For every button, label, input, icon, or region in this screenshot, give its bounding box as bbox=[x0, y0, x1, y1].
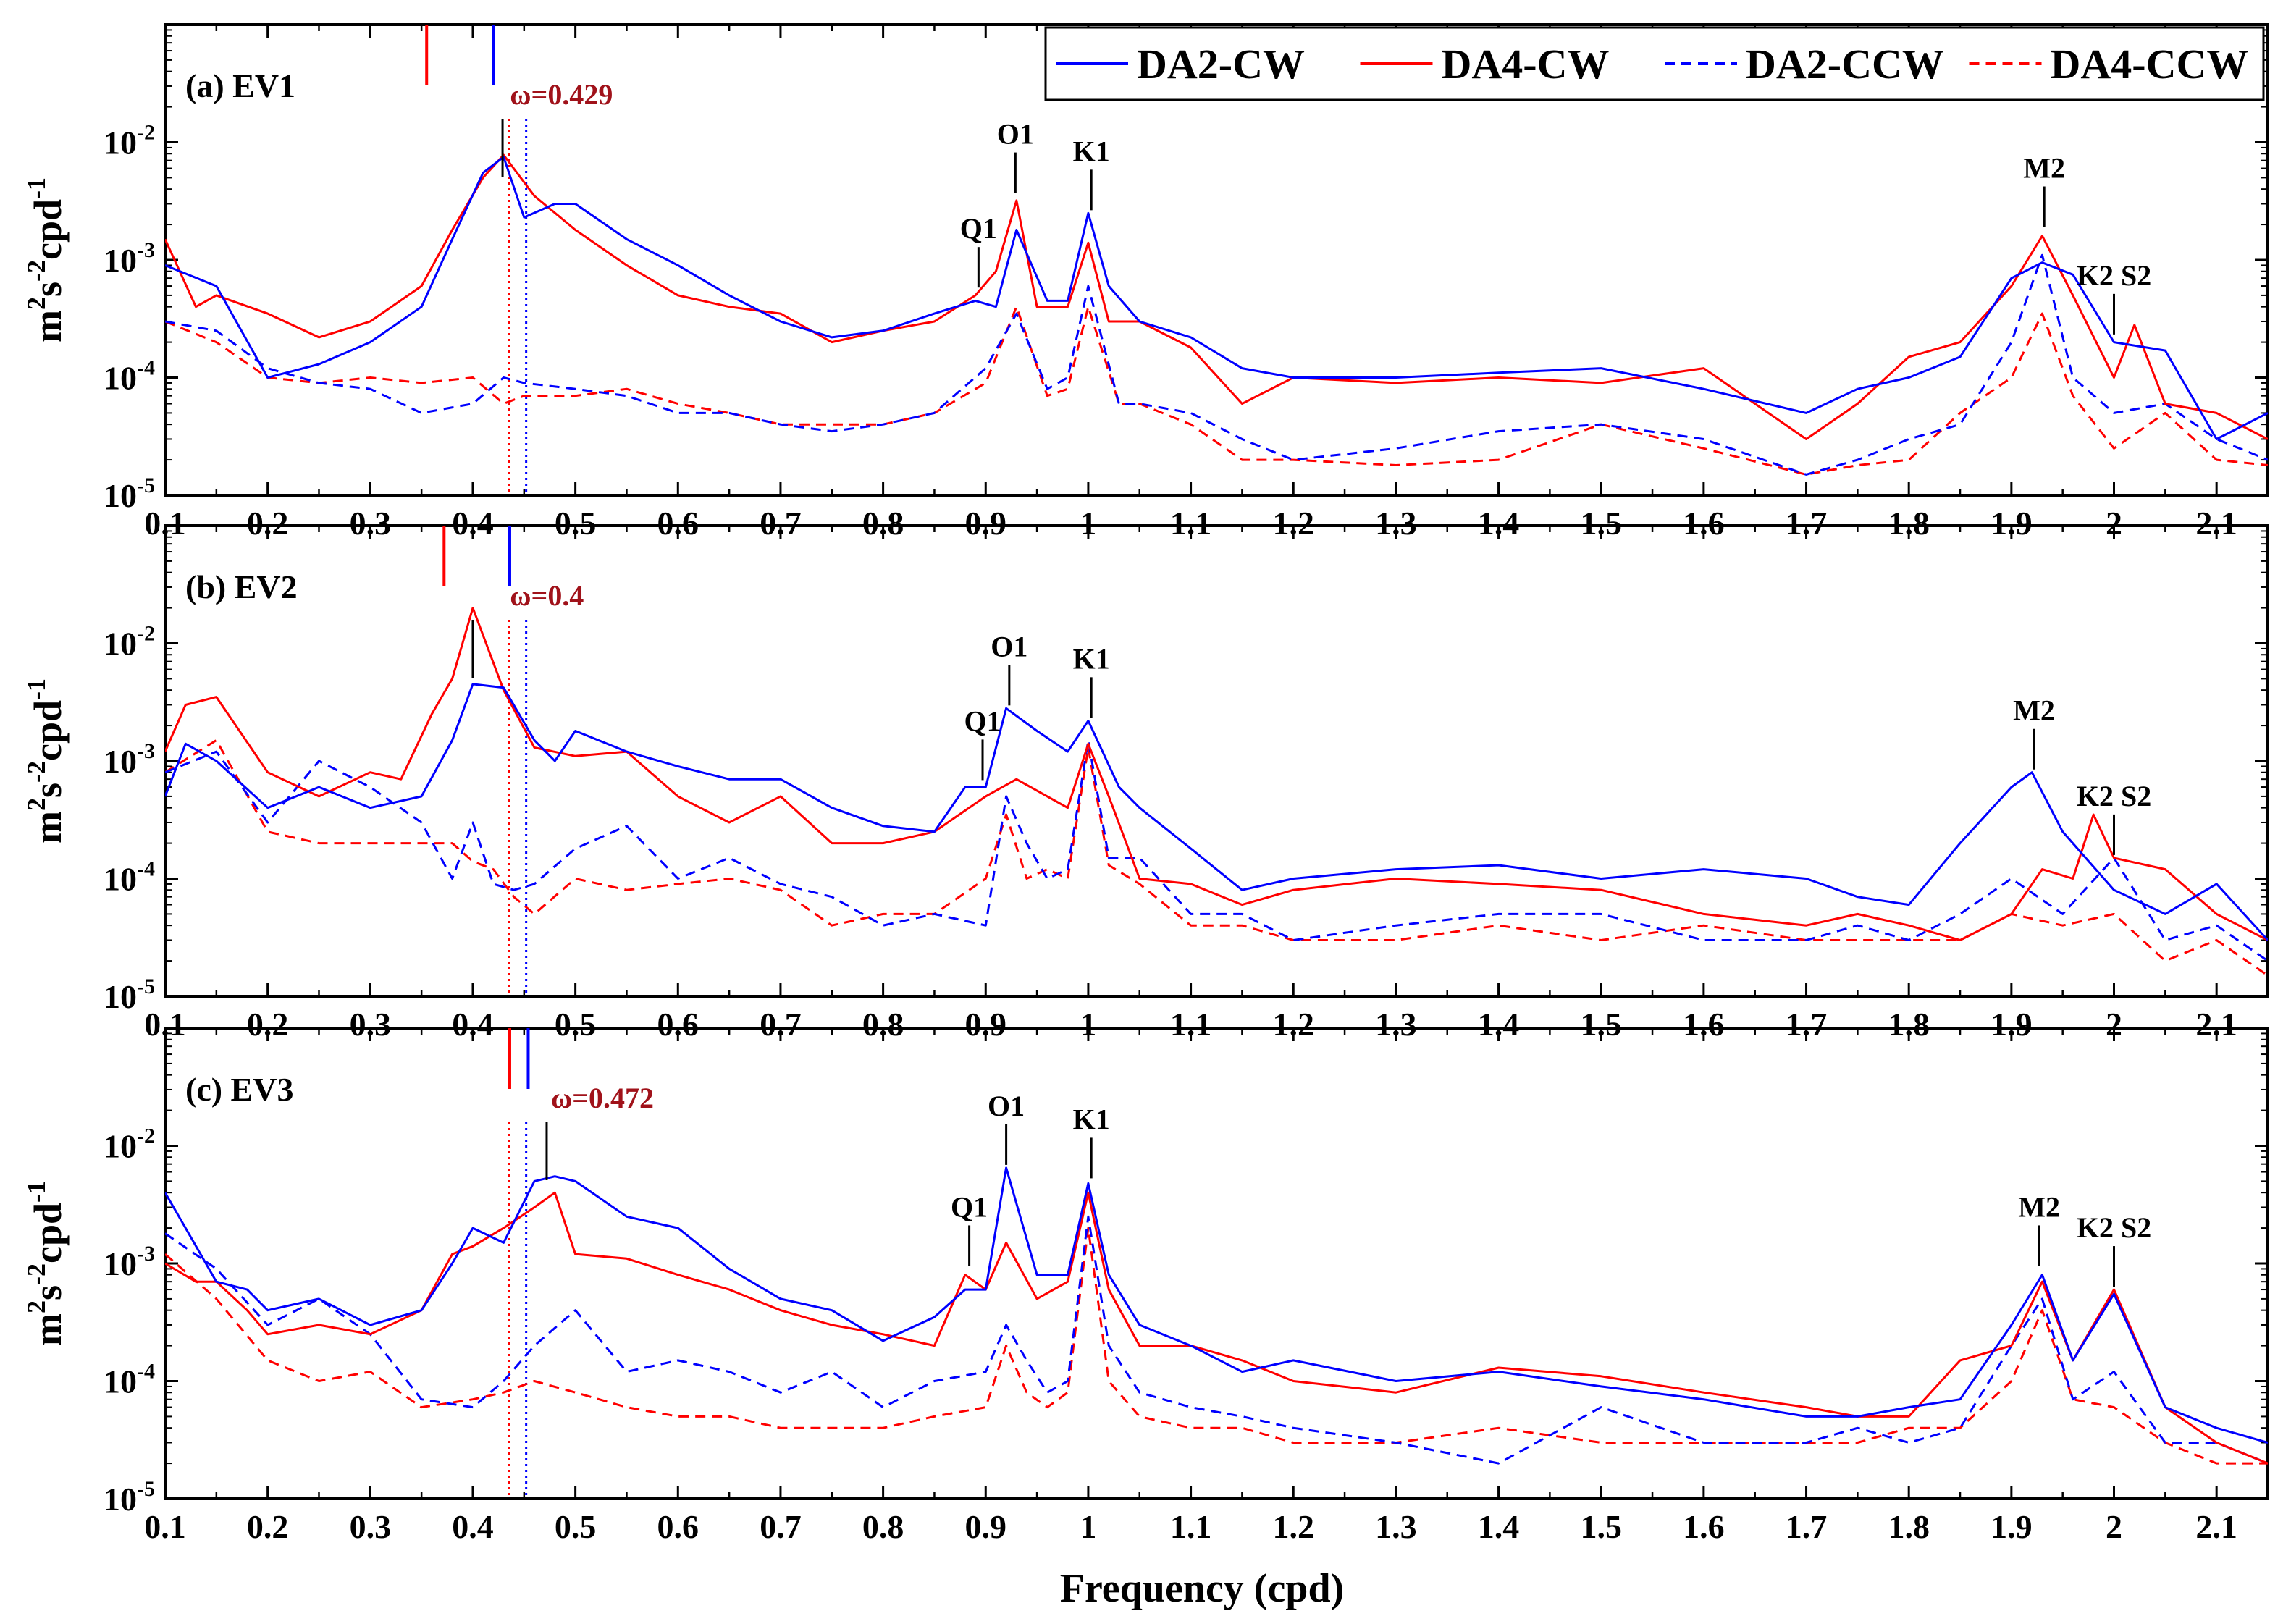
legend-box bbox=[1044, 26, 2265, 101]
y-tick-label: 10-5 bbox=[104, 1477, 155, 1518]
annotation-o1: O1 bbox=[991, 630, 1027, 662]
x-tick-label: 1.8 bbox=[1888, 1508, 1930, 1545]
legend-label-da4-ccw: DA4-CCW bbox=[2051, 41, 2249, 88]
series-da4-ccw bbox=[165, 1227, 2268, 1465]
y-tick-label: 10-4 bbox=[104, 857, 155, 898]
panel-title: (a) EV1 bbox=[185, 67, 295, 104]
x-tick-label: 0.1 bbox=[144, 1508, 186, 1545]
x-tick-label: 1.7 bbox=[1786, 1508, 1828, 1545]
x-tick-label: 1.4 bbox=[1478, 1508, 1520, 1545]
x-tick-label: 0.9 bbox=[965, 1508, 1007, 1545]
annotation-k1: K1 bbox=[1073, 642, 1110, 675]
y-tick-label: 10-4 bbox=[104, 1360, 155, 1400]
x-tick-label: 1.2 bbox=[1272, 1508, 1314, 1545]
series-group bbox=[165, 153, 2268, 476]
x-tick-label: 1.6 bbox=[1683, 1508, 1725, 1545]
annotation-m2: M2 bbox=[2023, 152, 2065, 185]
x-axis-label: Frequency (cpd) bbox=[1060, 1566, 1345, 1611]
x-tick-label: 1.9 bbox=[1991, 1508, 2033, 1545]
annotation-k2-s2: K2 S2 bbox=[2077, 259, 2151, 292]
x-tick-label: 1.5 bbox=[1580, 1508, 1622, 1545]
y-tick-label: 10-2 bbox=[104, 121, 155, 161]
annotation-q1: Q1 bbox=[951, 1190, 988, 1223]
legend-label-da4-cw: DA4-CW bbox=[1442, 41, 1610, 88]
series-da2-cw bbox=[165, 683, 2268, 941]
annotation-k2-s2: K2 S2 bbox=[2077, 780, 2151, 812]
x-tick-label: 0.5 bbox=[555, 1508, 597, 1545]
panel-2: 0.1 0.2 0.3 0.4 0.5 0.6 0.7 0.8 0.9 1 1.1 1.2 1.3 1.4… bbox=[22, 524, 2269, 1043]
annotation-k2-s2: K2 S2 bbox=[2077, 1211, 2151, 1244]
legend-label-da2-cw: DA2-CW bbox=[1137, 41, 1305, 88]
x-tick-label: 1 bbox=[1080, 1006, 1096, 1043]
x-tick-label: 1.3 bbox=[1375, 1508, 1417, 1545]
omega-label: ω=0.4 bbox=[510, 579, 584, 612]
annotation-q1: Q1 bbox=[960, 212, 997, 245]
annotation-o1: O1 bbox=[997, 118, 1034, 151]
y-tick-label: 10-3 bbox=[104, 1242, 155, 1282]
y-tick-label: 10-3 bbox=[104, 739, 155, 780]
series-group bbox=[165, 607, 2268, 977]
series-group bbox=[165, 1166, 2268, 1465]
series-da4-cw bbox=[165, 607, 2268, 941]
x-tick-label: 0.8 bbox=[862, 1508, 904, 1545]
y-tick-label: 10-5 bbox=[104, 474, 155, 514]
annotation-q1: Q1 bbox=[964, 704, 1001, 737]
panel-1: 0.1 0.2 0.3 0.4 0.5 0.6 0.7 0.8 0.9 1 1.1 1.2 1.3 1.4… bbox=[22, 23, 2269, 542]
omega-label: ω=0.429 bbox=[510, 78, 613, 111]
series-da2-cw bbox=[165, 1166, 2268, 1444]
y-tick-label: 10-5 bbox=[104, 975, 155, 1015]
x-tick-label: 2.1 bbox=[2195, 1508, 2237, 1545]
y-axis-label: m2s-2cpd-1 bbox=[22, 1181, 70, 1346]
series-da2-ccw bbox=[165, 1215, 2268, 1465]
x-tick-label: 0.7 bbox=[760, 1508, 802, 1545]
legend-label-da2-ccw: DA2-CCW bbox=[1746, 41, 1944, 88]
annotation-k1: K1 bbox=[1073, 135, 1110, 167]
series-da2-ccw bbox=[165, 253, 2268, 476]
y-tick-label: 10-4 bbox=[104, 356, 155, 397]
panel-3: 0.1 0.2 0.3 0.4 0.5 0.6 0.7 0.8 0.9 1 1.1 1.2 1.3 1.4… bbox=[22, 1027, 2269, 1545]
panel-title: (b) EV2 bbox=[185, 568, 298, 605]
series-da2-cw bbox=[165, 156, 2268, 440]
x-tick-label: 2 bbox=[2106, 1006, 2122, 1043]
series-da4-cw bbox=[165, 1191, 2268, 1465]
annotation-o1: O1 bbox=[988, 1090, 1025, 1122]
x-tick-label: 1 bbox=[1080, 505, 1096, 542]
annotation-m2: M2 bbox=[2013, 694, 2055, 727]
omega-label: ω=0.472 bbox=[551, 1082, 654, 1114]
y-axis-label: m2s-2cpd-1 bbox=[22, 678, 70, 843]
panel-title: (c) EV3 bbox=[185, 1071, 293, 1108]
series-da4-ccw bbox=[165, 739, 2268, 977]
series-da4-ccw bbox=[165, 306, 2268, 476]
annotation-m2: M2 bbox=[2018, 1190, 2060, 1223]
legend: DA2-CW DA4-CW DA2-CCW DA4-CCW bbox=[1044, 26, 2265, 101]
axes-frame bbox=[164, 524, 2269, 998]
x-tick-label: 2 bbox=[2106, 1508, 2122, 1545]
x-tick-label: 0.4 bbox=[452, 1508, 494, 1545]
annotation-k1: K1 bbox=[1073, 1103, 1110, 1135]
x-tick-label: 0.3 bbox=[350, 1508, 392, 1545]
x-tick-label: 2 bbox=[2106, 505, 2122, 542]
panels: 0.1 0.2 0.3 0.4 0.5 0.6 0.7 0.8 0.9 1 1.1 1.2 1.3 1.4… bbox=[22, 23, 2269, 1545]
x-tick-label: 1 bbox=[1080, 1508, 1096, 1545]
x-tick-label: 0.6 bbox=[657, 1508, 699, 1545]
series-da2-ccw bbox=[165, 739, 2268, 962]
x-tick-label: 1.1 bbox=[1170, 1508, 1212, 1545]
y-tick-label: 10-2 bbox=[104, 1124, 155, 1165]
y-tick-label: 10-3 bbox=[104, 238, 155, 279]
y-tick-label: 10-2 bbox=[104, 622, 155, 662]
y-axis-label: m2s-2cpd-1 bbox=[22, 177, 70, 342]
x-tick-label: 0.2 bbox=[247, 1508, 289, 1545]
